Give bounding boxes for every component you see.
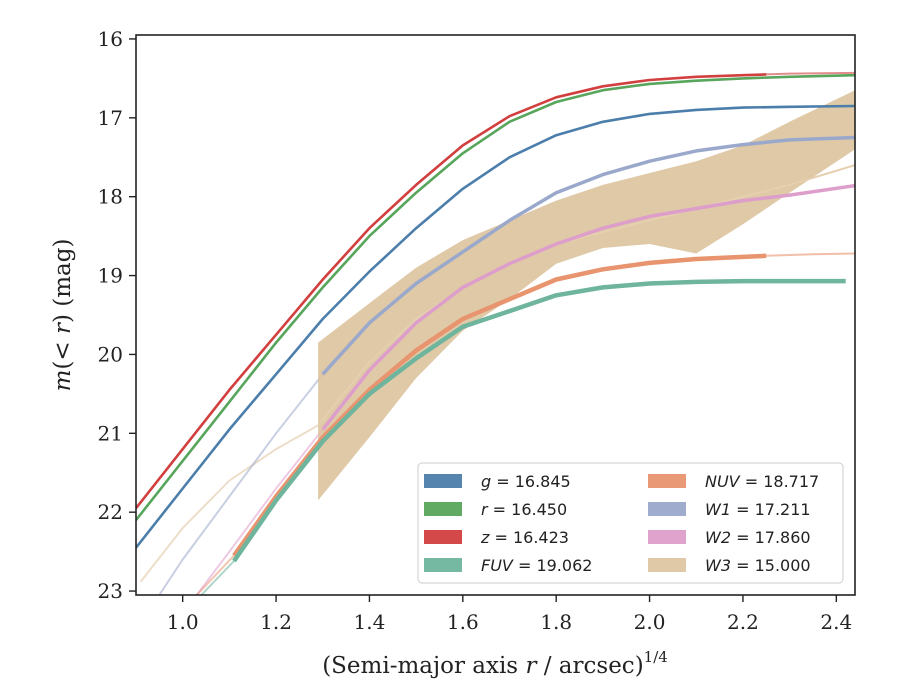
- legend-box: [417, 462, 844, 584]
- x-tick-label: 1.8: [540, 610, 572, 634]
- legend-item-W3: W3 = 15.000: [648, 556, 811, 575]
- legend-label-g: g = 16.845: [481, 472, 571, 491]
- legend-swatch-W3: [648, 558, 686, 572]
- series-W2-extension: [195, 428, 324, 595]
- legend-swatch-W2: [648, 530, 686, 544]
- legend-label-r: r = 16.450: [481, 500, 567, 519]
- legend-swatch-W1: [648, 502, 686, 516]
- x-tick-label: 2.0: [634, 610, 666, 634]
- legend-swatch-r: [424, 502, 462, 516]
- x-tick-label: 1.0: [167, 610, 199, 634]
- y-tick-label: 17: [98, 106, 123, 130]
- legend-label-NUV: NUV = 18.717: [705, 472, 819, 491]
- legend-swatch-g: [424, 474, 462, 488]
- legend-label-z: z = 16.423: [480, 528, 569, 547]
- series-W3-extension: [139, 424, 319, 583]
- y-axis-label-var1: m: [50, 370, 76, 392]
- series-W3-band: [318, 90, 855, 501]
- y-axis-label-post: ) (mag): [50, 239, 76, 323]
- y-tick-label: 22: [98, 500, 123, 524]
- legend-swatch-NUV: [648, 474, 686, 488]
- legend-label-W1: W1 = 17.211: [705, 500, 811, 519]
- legend-label-W2: W2 = 17.860: [705, 528, 811, 547]
- legend-item-z: z = 16.423: [424, 528, 569, 547]
- series-NUV-line: [232, 253, 767, 557]
- legend-item-W1: W1 = 17.211: [648, 500, 811, 519]
- y-tick-label: 20: [98, 342, 123, 366]
- legend-item-r: r = 16.450: [424, 500, 567, 519]
- legend-label-W3: W3 = 15.000: [705, 556, 811, 575]
- legend: g = 16.845 r = 16.450 z = 16.423 FUV = 19.0…: [417, 462, 844, 584]
- x-axis-label-pre: (Semi-major axis: [322, 653, 525, 679]
- series-NUV-extension: [195, 554, 235, 595]
- legend-item-g: g = 16.845: [424, 472, 571, 491]
- series-g-line: [136, 104, 855, 549]
- y-tick-label: 19: [98, 264, 123, 288]
- plot-area: [136, 71, 855, 595]
- plot-frame: [135, 34, 856, 596]
- legend-item-FUV: FUV = 19.062: [424, 556, 592, 575]
- y-axis-label-var2: r: [50, 321, 76, 334]
- x-axis-label: (Semi-major axis r / arcsec)1/4: [322, 648, 668, 679]
- legend-item-NUV: NUV = 18.717: [648, 472, 819, 491]
- y-tick-label: 18: [98, 185, 123, 209]
- x-tick-label: 2.4: [820, 610, 852, 634]
- x-tick-label: 2.2: [727, 610, 759, 634]
- series-z-tail: [766, 71, 855, 76]
- series-FUV-extension: [200, 560, 235, 595]
- y-tick-label: 21: [98, 421, 123, 445]
- series-z-line: [136, 73, 767, 510]
- x-tick-label: 1.6: [447, 610, 479, 634]
- y-axis-label-mid: (<: [50, 334, 76, 370]
- legend-label-FUV: FUV = 19.062: [481, 556, 592, 575]
- x-axis-label-sup: 1/4: [644, 648, 668, 666]
- x-axis-label-var: r: [525, 653, 538, 679]
- series-W3-line: [317, 164, 855, 427]
- series-W1-line: [321, 135, 855, 376]
- y-tick-label: 23: [98, 579, 123, 603]
- x-tick-label: 1.4: [354, 610, 386, 634]
- series-W2-line: [321, 183, 855, 431]
- legend-swatch-FUV: [424, 558, 462, 572]
- series-NUV-tail: [766, 252, 855, 257]
- x-tick-label: 1.2: [260, 610, 292, 634]
- y-axis-label: m(< r) (mag): [50, 239, 76, 392]
- series-W1-extension: [158, 373, 324, 595]
- x-axis-label-post: / arcsec): [536, 653, 643, 679]
- series-FUV-line: [232, 278, 846, 563]
- series-r-line: [136, 73, 855, 521]
- legend-swatch-z: [424, 530, 462, 544]
- legend-item-W2: W2 = 17.860: [648, 528, 811, 547]
- y-tick-label: 16: [98, 27, 123, 51]
- axes: 1.0 1.2 1.4 1.6 1.8 2.0 2.2 2.4 16 17 18 19 20 21 22 23: [98, 27, 856, 634]
